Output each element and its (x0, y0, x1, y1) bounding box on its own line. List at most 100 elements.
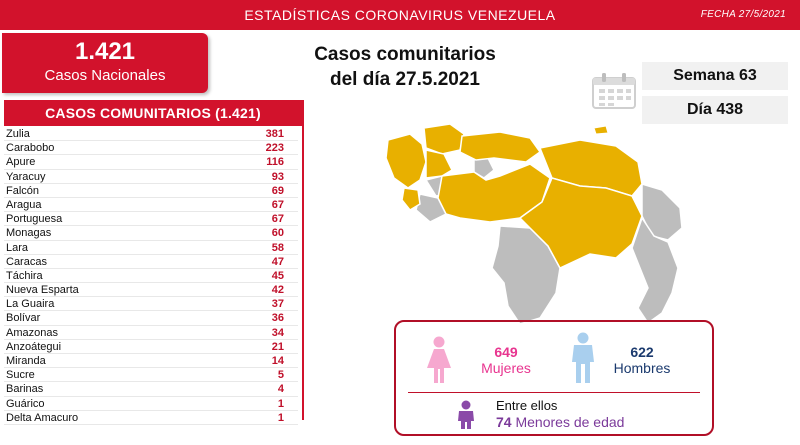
man-icon (572, 332, 594, 383)
list-item: Nueva Esparta 42 (4, 283, 302, 298)
woman-icon (427, 336, 451, 383)
state-name: Carabobo (6, 142, 55, 155)
list-item: Aragua 67 (4, 198, 302, 213)
row-separator (4, 211, 298, 213)
row-separator (4, 353, 298, 354)
state-cases: 381 (265, 128, 284, 140)
row-separator (4, 253, 298, 255)
list-item: Amazonas 34 (4, 326, 302, 340)
women-count: 649 (494, 344, 518, 360)
row-separator (4, 168, 298, 170)
state-name: Bolívar (6, 312, 41, 325)
map-region-lara (425, 149, 453, 179)
row-separator (4, 324, 298, 326)
state-name: Anzoátegui (6, 340, 62, 353)
state-cases: 34 (271, 326, 284, 339)
between-label: Entre ellos (496, 398, 558, 413)
list-item: Delta Amacuro 1 (4, 411, 302, 425)
list-item: Táchira 45 (4, 269, 302, 284)
minors-line: 74 Menores de edad (496, 414, 624, 430)
community-cases-panel: CASOS COMUNITARIOS (1.421) Zulia 381 Carab… (4, 100, 304, 425)
row-separator (4, 367, 298, 369)
map-region-north-central (459, 131, 542, 163)
heading-line-2: del día 27.5.2021 (330, 69, 480, 90)
women-label: Mujeres (481, 360, 531, 376)
state-cases: 67 (271, 213, 284, 226)
row-separator (4, 239, 298, 241)
row-separator (4, 296, 298, 298)
row-separator (4, 310, 298, 312)
map-region-bolivar (518, 177, 643, 269)
state-name: Táchira (6, 269, 43, 282)
row-separator (4, 409, 298, 411)
row-separator (4, 267, 298, 269)
gender-breakdown-box: 649 Mujeres 622 Hombres Entre ellos 74 M… (394, 320, 714, 436)
list-item: Anzoátegui 21 (4, 340, 302, 354)
state-cases: 14 (271, 355, 284, 367)
state-name: Delta Amacuro (6, 411, 79, 424)
national-cases-box: 1.421 Casos Nacionales (2, 33, 208, 93)
row-separator (4, 196, 298, 198)
list-item: Yaracuy 93 (4, 170, 302, 184)
community-cases-list: Zulia 381 Carabobo 223 Apure 116 Yaracuy 93 Falc… (4, 126, 302, 425)
state-name: Nueva Esparta (6, 284, 79, 297)
map-region-tachira (401, 187, 421, 211)
state-name: Barinas (6, 383, 44, 396)
list-item: Sucre 5 (4, 368, 302, 383)
row-separator (4, 338, 298, 340)
state-cases: 5 (277, 369, 284, 382)
list-item: Monagas 60 (4, 226, 302, 241)
state-cases: 4 (277, 383, 284, 396)
row-separator (4, 395, 298, 397)
state-name: Aragua (6, 198, 42, 211)
state-cases: 47 (271, 255, 284, 268)
row-separator (4, 423, 298, 425)
map-region-barinas (415, 193, 448, 223)
top-banner (0, 0, 800, 30)
state-name: La Guaira (6, 298, 55, 311)
list-item: Zulia 381 (4, 127, 302, 142)
state-name: Caracas (6, 255, 47, 268)
state-name: Miranda (6, 355, 46, 367)
minors-label: Menores de edad (515, 414, 625, 430)
state-cases: 69 (271, 184, 284, 197)
state-cases: 1 (277, 397, 284, 410)
list-item: La Guaira 37 (4, 297, 302, 312)
state-cases: 36 (271, 312, 284, 325)
state-cases: 58 (271, 241, 284, 254)
row-separator (4, 282, 298, 284)
state-name: Sucre (6, 369, 35, 382)
week-box: Semana 63 (642, 62, 788, 90)
state-cases: 60 (271, 227, 284, 240)
state-cases: 116 (266, 156, 284, 169)
map-region-nueva-esparta (593, 125, 609, 135)
row-separator (4, 140, 298, 142)
map-region-guayana-esequiba (631, 216, 679, 325)
state-name: Amazonas (6, 326, 58, 339)
state-cases: 45 (271, 269, 284, 282)
men-label: Hombres (613, 360, 671, 376)
state-name: Guárico (6, 397, 45, 410)
state-cases: 93 (271, 170, 284, 183)
list-item: Portuguesa 67 (4, 212, 302, 227)
row-separator (4, 182, 298, 184)
state-name: Monagas (6, 227, 52, 240)
state-name: Portuguesa (6, 213, 63, 226)
state-cases: 223 (265, 142, 284, 155)
state-cases: 42 (271, 284, 284, 297)
map-region-falcon (423, 123, 465, 155)
calendar-icon (592, 73, 636, 109)
state-cases: 21 (271, 340, 284, 353)
row-separator (4, 154, 298, 156)
list-item: Lara 58 (4, 241, 302, 255)
list-item: Guárico 1 (4, 397, 302, 411)
national-cases-label: Casos Nacionales (44, 67, 166, 84)
state-name: Zulia (6, 128, 30, 140)
list-item: Barinas 4 (4, 382, 302, 397)
list-item: Bolívar 36 (4, 311, 302, 326)
national-cases-count: 1.421 (74, 38, 136, 65)
state-cases: 37 (271, 298, 284, 311)
venezuela-map (385, 123, 683, 325)
state-name: Lara (6, 241, 29, 254)
day-box: Día 438 (642, 96, 788, 124)
